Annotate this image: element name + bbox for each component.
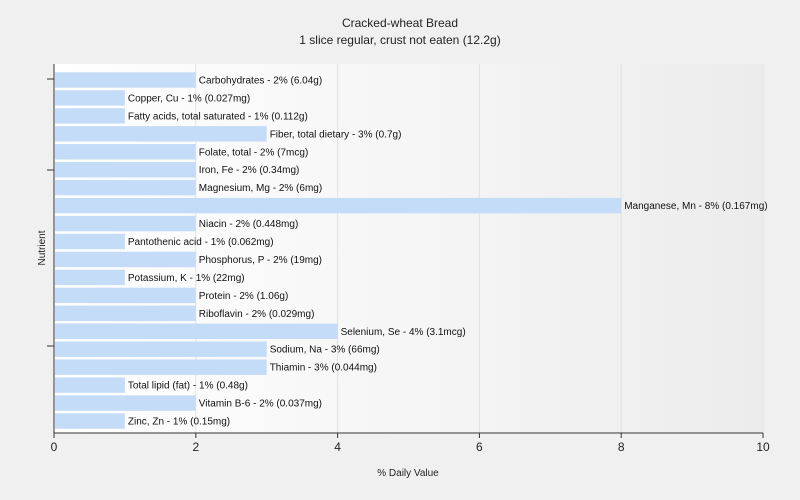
bar [55,341,267,357]
bar-data-label: Total lipid (fat) - 1% (0.48g) [128,381,248,392]
bar [55,144,196,160]
y-axis-label: Nutrient [37,230,48,265]
bar [55,197,622,214]
bar-data-label: Folate, total - 2% (7mcg) [199,147,308,158]
bar [55,413,125,429]
bar [55,269,125,286]
bar-data-label: Iron, Fe - 2% (0.34mg) [199,165,300,176]
bar [55,215,196,232]
x-axis-label: % Daily Value [377,468,439,479]
chart-title: Cracked-wheat Bread [342,16,458,30]
bar-data-label: Copper, Cu - 1% (0.027mg) [128,93,250,104]
x-tick-label: 2 [192,440,199,454]
bar-data-label: Pantothenic acid - 1% (0.062mg) [128,237,274,248]
bar-data-label: Phosphorus, P - 2% (19mg) [199,255,322,266]
x-tick-label: 6 [476,440,483,454]
bar-data-label: Potassium, K - 1% (22mg) [128,273,245,284]
bar [55,377,125,393]
x-tick-label: 10 [756,440,770,454]
bar [55,233,125,250]
bar-data-label: Fiber, total dietary - 3% (0.7g) [270,129,402,140]
bar [55,90,125,106]
bar [55,305,196,322]
bar [55,287,196,304]
bar-data-label: Riboflavin - 2% (0.029mg) [199,309,315,320]
bar [55,162,196,178]
bar-data-label: Magnesium, Mg - 2% (6mg) [199,183,322,194]
bar-data-label: Thiamin - 3% (0.044mg) [270,363,377,374]
bar-data-label: Niacin - 2% (0.448mg) [199,219,298,230]
bar-data-label: Sodium, Na - 3% (66mg) [270,345,380,356]
chart-subtitle: 1 slice regular, crust not eaten (12.2g) [299,33,500,47]
bar-data-label: Manganese, Mn - 8% (0.167mg) [624,201,767,212]
bar-data-label: Carbohydrates - 2% (6.04g) [199,75,322,86]
bar-data-label: Vitamin B-6 - 2% (0.037mg) [199,399,322,410]
bar-data-label: Zinc, Zn - 1% (0.15mg) [128,417,230,428]
bar [55,359,267,375]
bar-data-label: Selenium, Se - 4% (3.1mcg) [341,327,466,338]
bar [55,179,196,196]
bar [55,323,338,339]
x-tick-label: 4 [334,440,341,454]
bar [55,108,125,124]
bar-data-label: Protein - 2% (1.06g) [199,291,288,302]
bar [55,251,196,268]
bar [55,72,196,88]
bar [55,126,267,142]
x-tick-label: 0 [51,440,58,454]
bar [55,395,196,411]
bars: Carbohydrates - 2% (6.04g) Copper, Cu - 1… [55,72,768,429]
x-tick-label: 8 [618,440,625,454]
bar-data-label: Fatty acids, total saturated - 1% (0.112… [128,111,308,122]
axes: 0 2 4 6 8 10 [47,64,770,454]
